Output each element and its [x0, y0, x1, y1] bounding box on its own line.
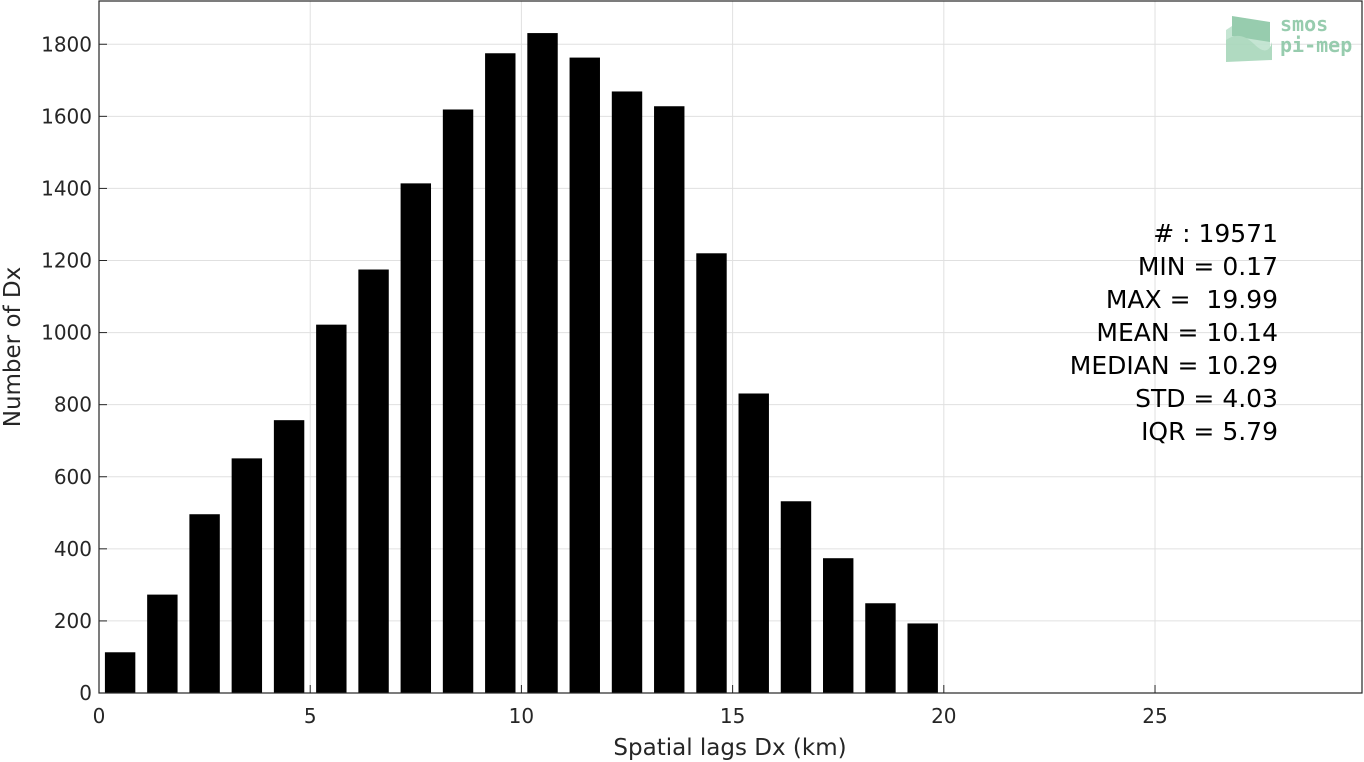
plot-frame: [98, 0, 1363, 694]
bar: [442, 109, 474, 694]
bar: [569, 57, 600, 694]
stats-line: MAX = 19.99: [1106, 285, 1278, 314]
grid-lines: [99, 1, 1362, 693]
bar: [865, 603, 896, 693]
bar: [189, 514, 220, 693]
y-tick-label: 800: [54, 393, 92, 417]
bar: [654, 106, 685, 693]
bar: [823, 558, 854, 693]
y-tick-label: 1600: [41, 104, 92, 128]
bar: [231, 458, 263, 693]
y-tick-label: 1000: [41, 321, 92, 345]
stats-line: MEAN = 10.14: [1096, 318, 1278, 347]
y-axis-ticks: 0 200 400 600 800 1000 1200 1400 1600 1800: [41, 32, 107, 705]
logo-line-2: pi-mep: [1280, 33, 1352, 57]
x-tick-label: 10: [509, 704, 534, 728]
stats-box: # : 19571 MIN = 0.17 MAX = 19.99 MEAN = 10.…: [1070, 219, 1278, 446]
stats-line: # : 19571: [1153, 219, 1278, 248]
x-tick-label: 15: [720, 704, 745, 728]
y-tick-label: 200: [54, 609, 92, 633]
bar: [485, 53, 516, 693]
y-tick-label: 1200: [41, 249, 92, 273]
logo-line-1: smos: [1280, 12, 1328, 36]
y-tick-label: 600: [54, 465, 92, 489]
bar: [780, 501, 812, 693]
y-tick-label: 1400: [41, 176, 92, 200]
stats-line: MIN = 0.17: [1138, 252, 1278, 281]
y-tick-label: 1800: [41, 32, 92, 56]
bar: [527, 33, 558, 693]
stats-line: STD = 4.03: [1135, 384, 1278, 413]
bar: [611, 91, 643, 693]
bar: [907, 623, 938, 693]
x-axis-ticks: 0 5 10 15 20 25: [93, 685, 1168, 728]
bar: [273, 420, 305, 693]
x-tick-label: 25: [1142, 704, 1167, 728]
smos-pimep-logo: smos pi-mep: [1226, 12, 1352, 62]
bar: [400, 183, 432, 693]
stats-line: MEDIAN = 10.29: [1070, 351, 1278, 380]
x-tick-label: 20: [931, 704, 956, 728]
bars: [104, 33, 938, 694]
bar: [316, 324, 347, 693]
bar: [147, 594, 178, 693]
x-axis-label: Spatial lags Dx (km): [613, 735, 846, 761]
wave-logo-icon: [1226, 16, 1272, 62]
bar: [696, 253, 727, 693]
x-tick-label: 5: [304, 704, 317, 728]
bar: [738, 393, 769, 693]
stats-line: IQR = 5.79: [1141, 417, 1278, 446]
bar: [104, 652, 136, 693]
y-tick-label: 0: [79, 681, 92, 705]
bar: [358, 269, 389, 693]
y-tick-label: 400: [54, 537, 92, 561]
y-axis-label: Number of Dx: [0, 267, 26, 428]
x-tick-label: 0: [93, 704, 106, 728]
